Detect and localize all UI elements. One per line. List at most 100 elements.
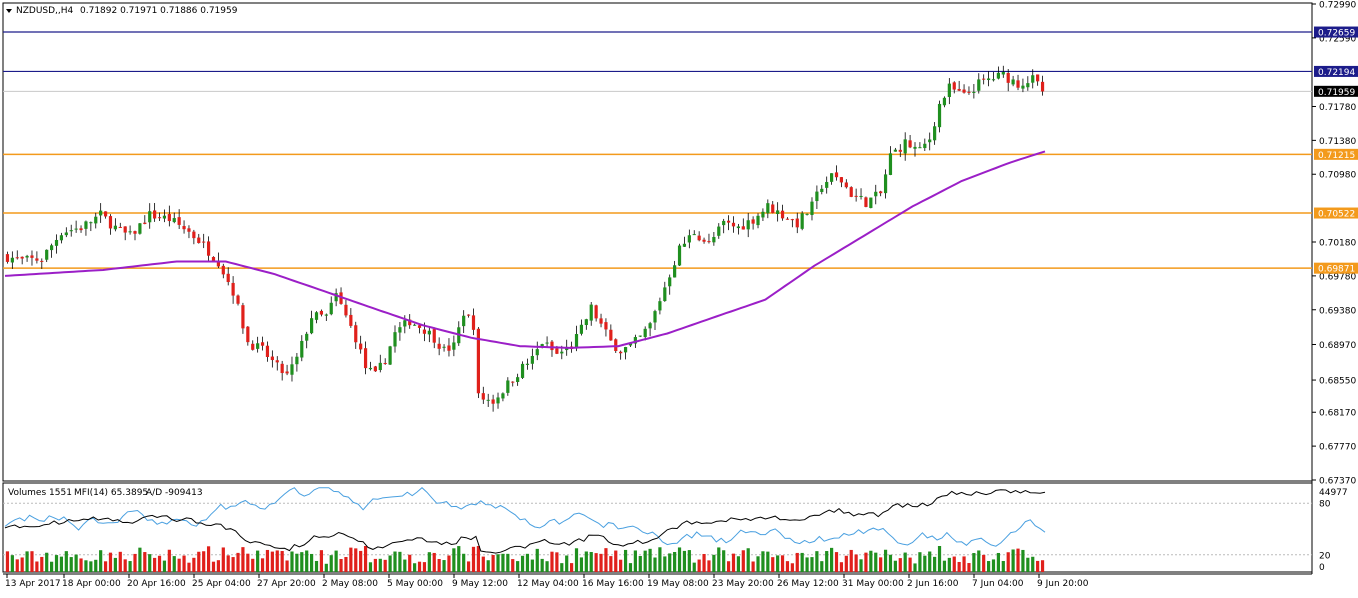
- volume-bar: [373, 558, 377, 572]
- volume-bar: [903, 552, 907, 572]
- bear-candle: [555, 348, 559, 354]
- volume-bar: [800, 552, 804, 572]
- volume-bar: [1001, 560, 1005, 572]
- bear-candle: [834, 172, 839, 178]
- bear-candle: [697, 235, 701, 241]
- bear-candle: [417, 325, 422, 328]
- volume-bar: [5, 551, 10, 572]
- dropdown-triangle-icon[interactable]: [6, 9, 12, 13]
- bear-candle: [275, 360, 279, 363]
- volume-bar: [663, 556, 667, 572]
- bear-candle: [1036, 74, 1040, 82]
- volume-bar: [942, 560, 947, 572]
- volume-bar: [270, 551, 274, 572]
- volume-bar: [957, 561, 961, 572]
- volume-bar: [378, 558, 382, 572]
- bear-candle: [408, 319, 412, 326]
- volume-bar: [447, 555, 451, 572]
- volume-bar: [319, 550, 324, 572]
- volume-bar: [520, 555, 525, 572]
- bear-candle: [751, 219, 755, 224]
- bear-candle: [962, 89, 966, 93]
- bull-candle: [815, 191, 819, 202]
- volume-bar: [780, 555, 785, 572]
- volume-bar: [687, 550, 691, 572]
- bull-candle: [1026, 83, 1030, 88]
- bear-candle: [785, 218, 790, 220]
- volume-bar: [525, 553, 530, 572]
- volume-bar: [10, 555, 14, 572]
- volume-bar: [834, 552, 839, 572]
- volume-bar: [825, 551, 829, 572]
- volume-bar: [766, 551, 770, 572]
- bear-candle: [40, 260, 44, 262]
- volume-bar: [89, 561, 93, 572]
- bull-candle: [506, 380, 510, 393]
- ad-line: [4, 489, 1046, 554]
- volume-bar: [177, 558, 181, 572]
- level-label-box: [1314, 262, 1358, 274]
- level-label-box: [1314, 85, 1358, 97]
- bear-candle: [550, 341, 554, 351]
- bear-candle: [103, 211, 108, 217]
- bear-candle: [437, 343, 441, 349]
- bull-candle: [501, 393, 505, 399]
- volume-bar: [167, 549, 171, 572]
- time-tick-label: 16 May 16:00: [582, 579, 644, 589]
- volume-bar: [648, 548, 652, 572]
- volume-bar: [363, 546, 368, 572]
- bear-candle: [952, 82, 956, 90]
- volume-bar: [810, 557, 814, 572]
- volume-bar: [717, 547, 721, 572]
- bull-candle: [99, 210, 103, 216]
- volume-bar: [986, 561, 991, 572]
- bull-candle: [746, 220, 750, 230]
- bull-candle: [825, 181, 829, 188]
- volume-bar: [1031, 556, 1035, 572]
- bear-candle: [182, 226, 186, 230]
- bull-candle: [305, 333, 309, 341]
- price-tick-label: 0.72990: [1319, 1, 1356, 11]
- bear-candle: [383, 362, 387, 364]
- volume-bar: [231, 557, 235, 572]
- osc-level-label: 20: [1319, 551, 1331, 561]
- volume-bar: [462, 553, 466, 572]
- volume-bar: [471, 546, 476, 572]
- bear-candle: [854, 195, 858, 197]
- volume-bar: [506, 553, 510, 572]
- volume-bar: [736, 556, 740, 572]
- bull-candle: [756, 215, 760, 226]
- volume-bar: [849, 549, 853, 572]
- bear-candle: [594, 305, 598, 319]
- bear-candle: [5, 254, 10, 262]
- bear-candle: [236, 295, 240, 304]
- bear-candle: [344, 304, 348, 316]
- bull-candle: [486, 399, 490, 401]
- price-tick-label: 0.68970: [1319, 341, 1356, 351]
- bear-candle: [35, 258, 39, 261]
- bull-candle: [442, 346, 446, 348]
- volume-bar: [785, 561, 790, 572]
- price-tick-label: 0.67370: [1319, 477, 1356, 487]
- volume-bar: [937, 546, 942, 572]
- volume-bar: [609, 556, 613, 572]
- bear-candle: [967, 91, 971, 93]
- bull-candle: [991, 79, 996, 81]
- bull-candle: [496, 397, 500, 404]
- volume-bar: [844, 555, 848, 572]
- bear-candle: [731, 222, 736, 227]
- volume-bar: [962, 556, 966, 572]
- bull-candle: [1001, 72, 1005, 75]
- bull-candle: [628, 343, 633, 346]
- volume-bar: [275, 550, 279, 572]
- level-label-text: 0.71215: [1318, 151, 1355, 161]
- volume-bar: [604, 548, 608, 572]
- volume-bar: [707, 560, 711, 572]
- bear-candle: [432, 329, 436, 343]
- volume-bar: [692, 562, 696, 572]
- time-tick-label: 25 Apr 04:00: [192, 579, 251, 589]
- volume-bar: [633, 550, 637, 572]
- volume-bar: [162, 560, 167, 572]
